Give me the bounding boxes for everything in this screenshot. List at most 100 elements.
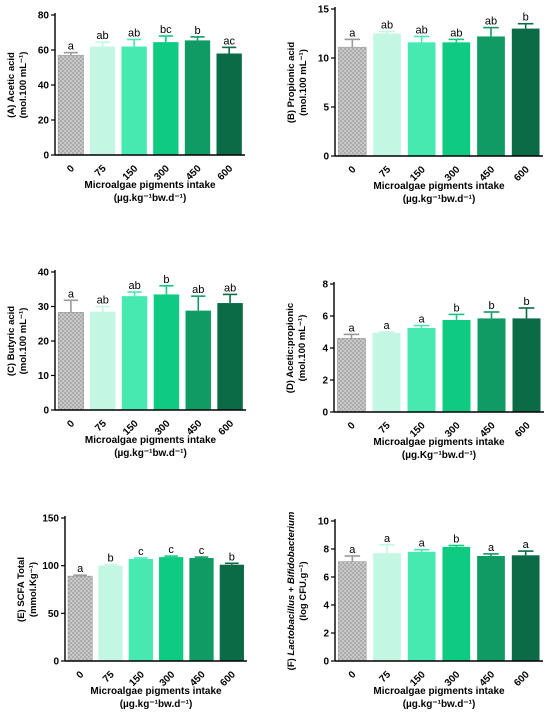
bar-c-300 (153, 294, 180, 410)
y-tick-label-f-8: 8 (323, 545, 329, 556)
significance-label-b-600: b (523, 12, 529, 24)
bar-a-600 (216, 53, 242, 155)
x-axis-title-c-line-1: Microalgae pigments intake (85, 435, 217, 446)
bar-f-0 (338, 561, 367, 662)
y-axis-title-f-line-2: (log CFU.g⁻¹) (298, 561, 309, 620)
bar-a-0 (57, 54, 84, 156)
x-tick-label-d-0: 0 (346, 420, 358, 432)
x-tick-label-f-600: 600 (512, 669, 532, 689)
y-axis-title-e-line-2: (mmol.Kg⁻¹) (28, 562, 39, 617)
y-tick-label-f-0: 0 (323, 657, 329, 668)
x-tick-label-f-0: 0 (347, 669, 359, 681)
y-axis-title-c-line-1: (C) Butyric acid (6, 306, 17, 376)
y-tick-label-f-2: 2 (323, 629, 329, 640)
y-tick-label-a-60: 60 (38, 46, 50, 57)
significance-label-c-300: b (163, 274, 169, 286)
significance-label-e-150: c (138, 546, 144, 558)
bar-a-450 (184, 40, 211, 155)
significance-label-e-450: c (199, 545, 205, 557)
y-tick-label-e-100: 100 (42, 561, 59, 572)
bar-f-450 (477, 556, 505, 661)
bar-d-0 (337, 338, 366, 413)
x-axis-title-d-line-1: Microalgae pigments intake (373, 437, 505, 448)
bar-c-450 (185, 310, 211, 410)
bar-c-75 (90, 311, 116, 410)
y-tick-label-d-4: 4 (322, 344, 328, 355)
bar-b-150 (407, 42, 436, 156)
y-tick-label-e-0: 0 (53, 657, 59, 668)
bar-b-0 (338, 46, 367, 157)
y-tick-label-a-0: 0 (43, 151, 49, 162)
x-tick-label-d-600: 600 (513, 420, 533, 440)
y-tick-label-d-8: 8 (322, 280, 328, 291)
y-tick-label-d-2: 2 (322, 376, 328, 387)
y-axis-title-a-line-1: (A) Acetic acid (6, 52, 17, 118)
x-axis-title-a-line-2: (µg.kg⁻¹bw.d⁻¹) (114, 193, 187, 204)
y-axis-title-b-line-1: (B) Propionic acid (286, 42, 297, 123)
significance-label-d-75: a (383, 320, 390, 332)
x-tick-label-d-75: 75 (377, 420, 393, 436)
bar-f-150 (407, 551, 436, 661)
bar-c-600 (217, 303, 243, 410)
y-tick-label-c-10: 10 (38, 371, 50, 382)
bar-e-150 (128, 558, 153, 661)
x-tick-label-b-75: 75 (377, 164, 393, 180)
significance-label-f-150: a (419, 538, 426, 550)
x-tick-label-c-600: 600 (217, 418, 237, 438)
significance-label-d-600: b (523, 296, 529, 308)
bar-e-0 (67, 575, 93, 662)
bar-c-150 (121, 296, 148, 410)
y-tick-label-f-6: 6 (323, 573, 329, 584)
x-tick-label-a-75: 75 (93, 163, 109, 179)
significance-label-b-0: a (349, 27, 356, 39)
bar-c-0 (57, 312, 84, 411)
significance-label-a-150: ab (128, 28, 140, 40)
y-tick-label-a-40: 40 (38, 81, 50, 92)
x-tick-label-a-600: 600 (216, 163, 236, 183)
significance-label-a-75: ab (96, 30, 108, 42)
significance-label-f-300: b (453, 534, 459, 546)
significance-label-f-0: a (349, 544, 356, 556)
x-axis-title-f-line-1: Microalgae pigments intake (373, 686, 505, 697)
y-tick-label-c-20: 20 (38, 337, 50, 348)
bar-d-450 (477, 318, 506, 412)
significance-label-d-300: b (453, 302, 459, 314)
y-tick-label-f-4: 4 (323, 601, 329, 612)
x-axis-title-d-line-2: (µg.Kg⁻¹bw.d⁻¹) (402, 450, 476, 461)
significance-label-d-0: a (348, 322, 355, 334)
y-tick-label-e-50: 50 (48, 609, 60, 620)
bar-e-450 (189, 558, 214, 661)
significance-label-a-0: a (68, 41, 75, 53)
panel-c: a0ab75ab150b300ab450ab600010203040Microa… (6, 268, 246, 459)
significance-label-f-450: a (488, 542, 495, 554)
y-axis-title-a-line-2: (mol.100 mL⁻¹) (18, 52, 29, 119)
significance-label-d-150: a (418, 314, 425, 326)
bar-b-300 (442, 42, 471, 156)
bar-d-300 (442, 320, 471, 412)
significance-label-a-600: ac (223, 35, 235, 47)
y-axis-title-f-line-1: (F) Lactobacillus + Bifidobacterium (286, 511, 297, 670)
y-tick-label-e-150: 150 (42, 514, 59, 525)
bar-e-300 (159, 557, 184, 661)
bar-a-300 (153, 42, 179, 155)
bar-e-75 (98, 565, 123, 661)
significance-label-d-450: b (488, 300, 494, 312)
significance-label-e-75: b (107, 553, 113, 565)
significance-label-e-0: a (77, 563, 84, 575)
y-tick-label-b-0: 0 (323, 152, 329, 163)
y-axis-title-b-line-2: (mol.100 mL⁻¹) (298, 49, 309, 116)
significance-label-b-450: ab (485, 16, 497, 28)
bar-d-150 (407, 328, 436, 412)
significance-label-c-75: ab (97, 295, 109, 307)
x-axis-title-b-line-1: Microalgae pigments intake (373, 181, 505, 192)
bar-b-75 (373, 33, 401, 156)
y-tick-label-b-5: 5 (323, 103, 329, 114)
x-tick-label-e-0: 0 (75, 669, 87, 681)
bar-e-600 (219, 564, 244, 661)
x-axis-title-f-line-2: (µg.kg⁻¹bw.d⁻¹) (403, 699, 476, 710)
x-tick-label-c-75: 75 (93, 418, 109, 434)
x-tick-label-b-600: 600 (512, 164, 532, 184)
